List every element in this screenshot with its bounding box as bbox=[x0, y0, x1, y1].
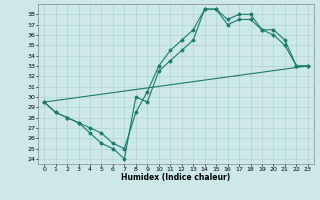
X-axis label: Humidex (Indice chaleur): Humidex (Indice chaleur) bbox=[121, 173, 231, 182]
